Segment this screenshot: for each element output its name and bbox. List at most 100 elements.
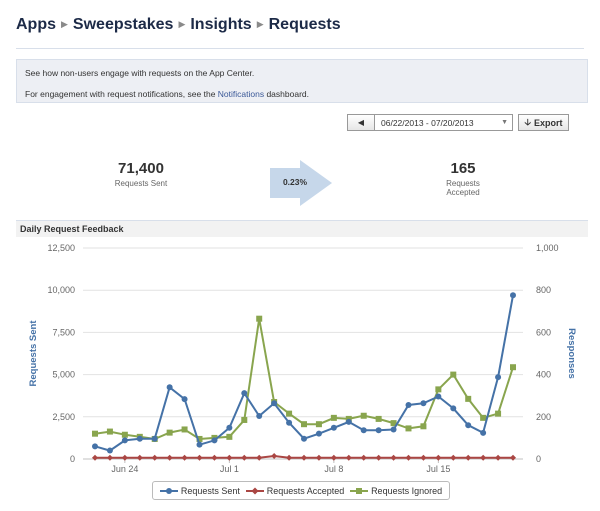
legend-requests-ignored[interactable]: Requests Ignored [350,486,442,496]
legend-sent-marker-icon [159,487,178,494]
point-accepted [450,454,457,461]
point-sent [495,374,502,381]
point-accepted [375,454,382,461]
chart-legend: Requests Sent Requests Accepted Requests… [152,481,450,500]
requests-sent-value: 71,400 [118,160,164,177]
point-ignored [510,364,516,371]
requests-sent-stat: 71,400 Requests Sent [98,160,184,188]
info-line-2-prefix: For engagement with request notification… [25,89,218,99]
requests-sent-label: Requests Sent [114,179,168,188]
export-button[interactable]: 🡣 Export [518,114,569,131]
point-sent [315,430,322,437]
point-ignored [360,412,367,419]
x-tick-label: Jul 8 [324,464,343,474]
point-sent [271,400,278,407]
breadcrumb-apps[interactable]: Apps [16,16,56,33]
breadcrumb-sweepstakes[interactable]: Sweepstakes [72,16,174,33]
point-accepted [405,454,412,461]
point-accepted [151,454,158,461]
point-accepted [241,454,248,461]
daily-request-feedback-chart: 0 0 2,500 200 5,000 400 7,500 600 10,000 800 12,50… [28,243,577,474]
point-sent [226,424,233,431]
x-tick-label: Jun 24 [111,464,138,474]
triangle-left-icon: ◀ [357,118,365,127]
point-accepted [301,454,307,461]
point-accepted [196,454,203,461]
point-ignored [106,428,113,435]
point-sent [151,435,158,442]
point-accepted [480,454,487,461]
export-label: Export [533,117,563,128]
point-sent [301,435,307,442]
requests-accepted-label-line1: Requests [446,179,480,188]
y-tick-label-right: 1,000 [536,243,559,253]
point-sent [166,384,173,391]
header-divider [16,48,584,49]
point-accepted [345,454,352,461]
notifications-link[interactable]: Notifications [217,89,265,99]
point-ignored [375,415,382,422]
point-sent [375,427,382,434]
y-tick-label-right: 400 [536,370,551,380]
point-sent [181,396,188,403]
point-sent [360,427,367,434]
point-sent [345,418,352,425]
point-ignored [196,435,203,442]
breadcrumb: Apps ▶ Sweepstakes ▶ Insights ▶ Requests [16,16,341,34]
point-sent [196,441,203,448]
y-tick-label-left: 10,000 [47,285,75,295]
legend-ignored-label: Requests Ignored [371,485,443,496]
chart-section-title: Daily Request Feedback [16,220,588,237]
point-ignored [330,414,337,421]
y-tick-label-right: 800 [536,285,551,295]
requests-accepted-stat: 165 Requests Accepted [420,160,506,197]
point-accepted [390,454,397,461]
y-axis-title-left: Requests Sent [28,320,39,387]
point-sent [465,422,472,429]
legend-accepted-marker-icon [245,487,264,494]
chevron-down-icon: ▼ [501,119,508,126]
breadcrumb-requests: Requests [268,16,341,33]
point-accepted [211,454,218,461]
point-accepted [465,454,472,461]
date-range-select[interactable]: 06/22/2013 - 07/20/2013 ▼ [375,114,513,131]
point-sent [286,419,293,426]
point-ignored [92,430,98,437]
previous-range-button[interactable]: ◀ [347,114,375,131]
y-axis-title-right: Responses [566,328,577,379]
point-ignored [435,386,442,393]
point-sent [256,412,263,419]
date-controls: ◀ 06/22/2013 - 07/20/2013 ▼ 🡣 Export [347,114,569,131]
point-ignored [286,410,293,417]
point-ignored [301,421,307,428]
x-tick-label: Jul 15 [426,464,450,474]
point-accepted [166,454,173,461]
point-ignored [465,395,472,402]
point-ignored [166,429,173,436]
point-sent [390,426,397,433]
point-ignored [121,431,128,438]
series-line-ignored [94,318,514,441]
info-line-2: For engagement with request notification… [25,89,579,100]
breadcrumb-insights[interactable]: Insights [190,16,252,33]
point-sent [435,393,442,400]
legend-requests-sent[interactable]: Requests Sent [159,486,240,496]
point-accepted [271,453,278,460]
y-tick-label-left: 5,000 [52,370,75,380]
breadcrumb-separator-icon: ▶ [256,19,264,29]
info-line-2-suffix: dashboard. [264,89,309,99]
point-sent [405,401,412,408]
point-accepted [420,454,427,461]
y-tick-label-right: 200 [536,412,551,422]
point-accepted [181,454,188,461]
legend-requests-accepted[interactable]: Requests Accepted [245,486,344,496]
point-accepted [106,454,113,461]
point-sent [106,447,113,454]
point-sent [420,400,427,407]
breadcrumb-separator-icon: ▶ [61,19,68,29]
point-sent [136,435,143,442]
y-tick-label-right: 600 [536,327,551,337]
info-box: See how non-users engage with requests o… [16,59,588,103]
requests-accepted-value: 165 [450,160,476,177]
point-sent [241,390,248,397]
